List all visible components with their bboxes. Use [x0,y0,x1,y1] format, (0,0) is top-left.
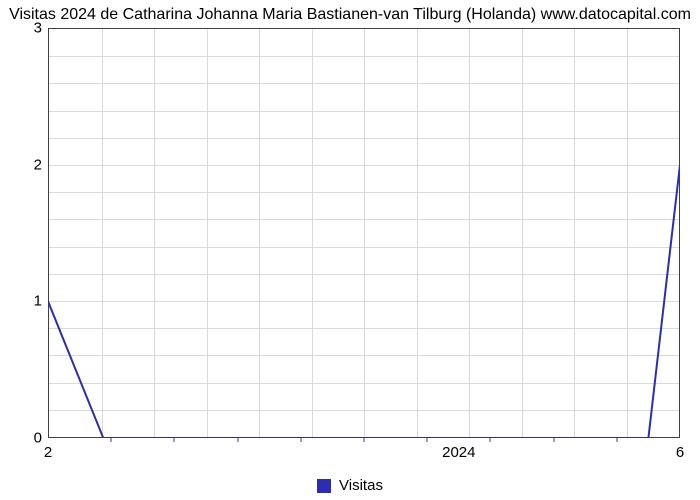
h-gridline [49,219,679,220]
h-gridline [49,328,679,329]
y-tick-3: 3 [0,20,42,37]
h-gridline [49,355,679,356]
v-gridline [469,29,470,437]
v-gridline [364,29,365,437]
x-minor-tick [553,438,554,442]
x-tick-mid: 2024 [442,444,475,461]
h-gridline [49,247,679,248]
legend-label: Visitas [339,477,383,494]
plot-area [48,28,680,438]
x-minor-tick [427,438,428,442]
v-gridline [417,29,418,437]
h-gridline [49,56,679,57]
h-gridline [49,410,679,411]
v-gridline [207,29,208,437]
legend-swatch [317,479,331,493]
legend: Visitas [0,477,700,494]
v-gridline [312,29,313,437]
x-tick-left: 2 [44,444,52,461]
x-minor-tick [364,438,365,442]
v-gridline [627,29,628,437]
h-gridline [49,192,679,193]
x-minor-tick [111,438,112,442]
x-minor-tick [174,438,175,442]
x-minor-tick [616,438,617,442]
h-gridline [49,111,679,112]
h-gridline [49,83,679,84]
h-gridline [49,274,679,275]
x-tick-right: 6 [676,444,684,461]
v-gridline [522,29,523,437]
h-gridline [49,383,679,384]
h-gridline [49,301,679,302]
v-gridline [154,29,155,437]
y-tick-2: 2 [0,156,42,173]
v-gridline [574,29,575,437]
h-gridline [49,138,679,139]
y-tick-1: 1 [0,293,42,310]
y-tick-0: 0 [0,430,42,447]
x-minor-tick [300,438,301,442]
v-gridline [259,29,260,437]
v-gridline [102,29,103,437]
h-gridline [49,165,679,166]
x-minor-tick [237,438,238,442]
x-minor-tick [490,438,491,442]
chart-title: Visitas 2024 de Catharina Johanna Maria … [0,6,700,24]
